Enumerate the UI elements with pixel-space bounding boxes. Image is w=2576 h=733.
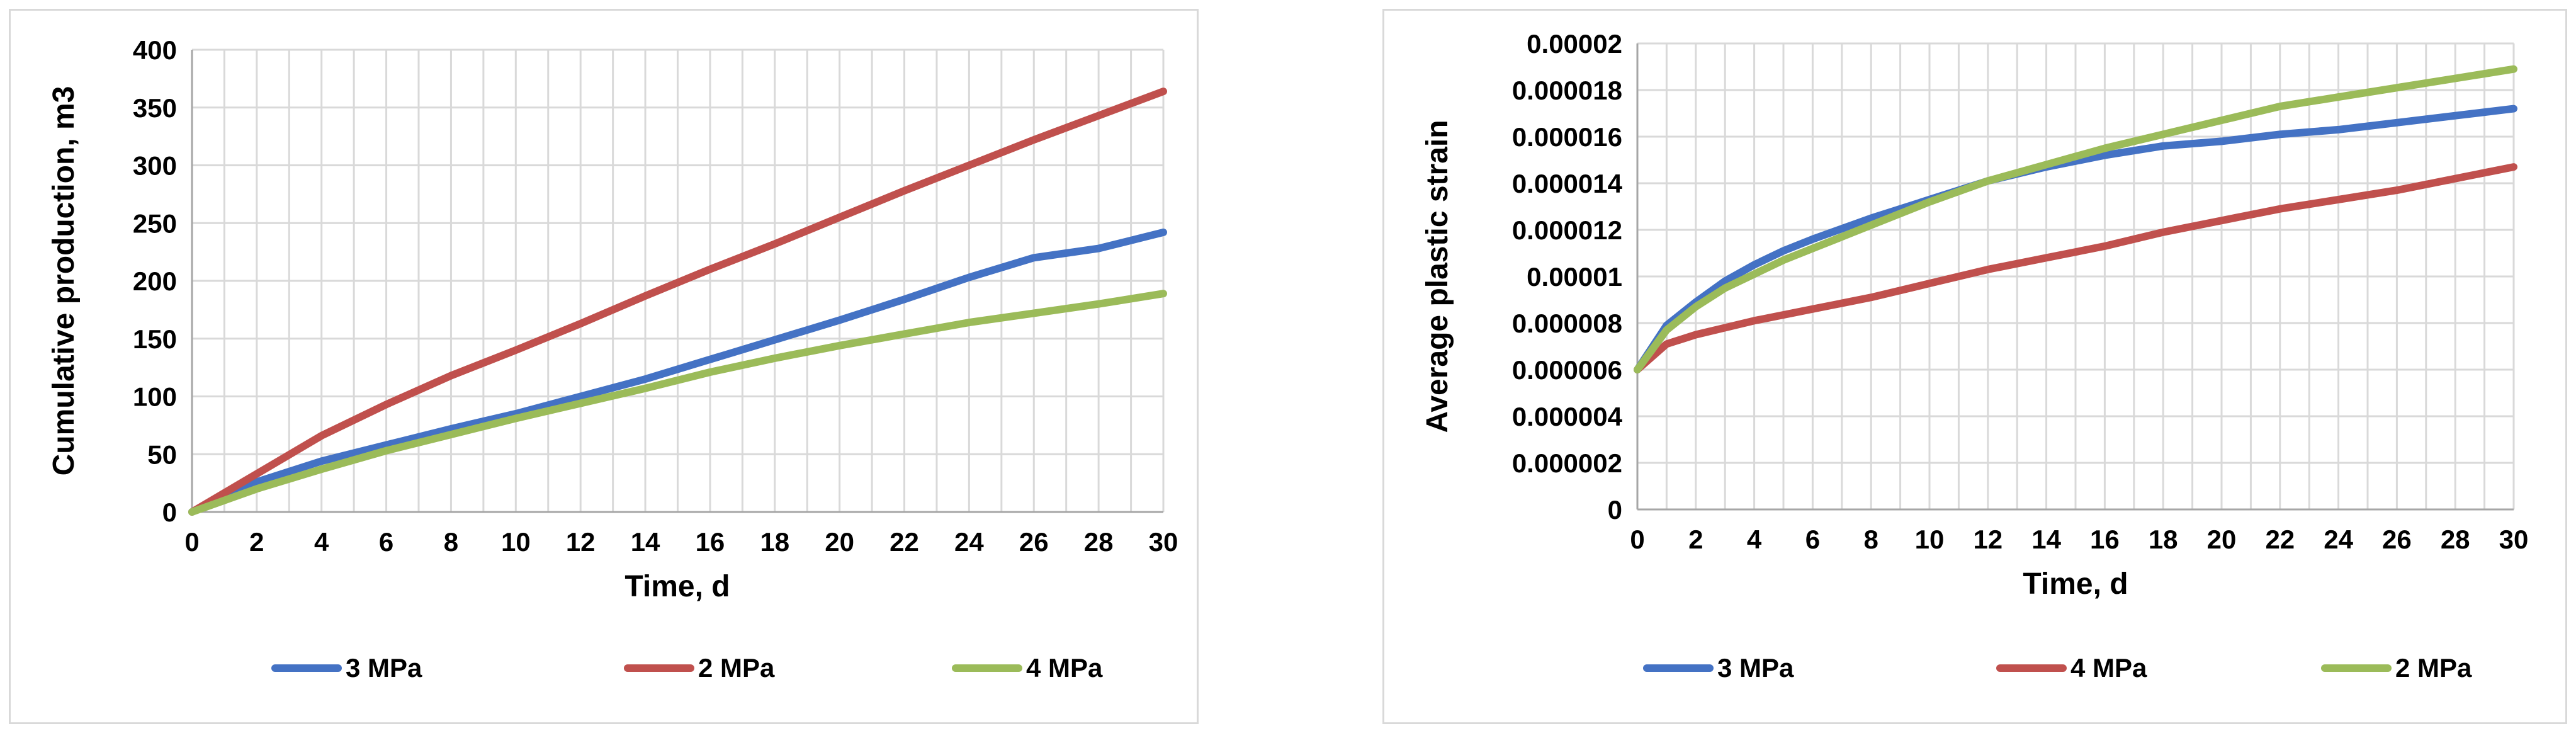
legend-label: 3 MPa xyxy=(1717,653,1794,683)
x-tick-label: 24 xyxy=(2324,525,2353,554)
chart-panel-average-plastic-strain: 0 2 4 6 8 10 12 14 16 18 20 22 24 26 28 30 0 0.000002 0.00… xyxy=(1382,9,2567,724)
y-tick-label: 0.000006 xyxy=(1512,355,1622,385)
x-tick-label: 10 xyxy=(1915,525,1945,554)
x-tick-label: 20 xyxy=(825,527,854,557)
x-tick-label: 12 xyxy=(1973,525,2003,554)
x-tick-label: 14 xyxy=(631,527,660,557)
series-line-2-mpa xyxy=(1634,65,2517,373)
y-tick-label: 100 xyxy=(133,382,177,412)
y-axis-title: Average plastic strain xyxy=(1421,120,1454,433)
y-tick-label: 0 xyxy=(162,497,177,527)
legend-label: 2 MPa xyxy=(698,653,775,683)
y-tick-label: 0.000016 xyxy=(1512,122,1622,152)
series-line-3-mpa xyxy=(188,228,1167,516)
y-tick-label: 0 xyxy=(1608,495,1622,525)
x-tick-label: 28 xyxy=(1084,527,1114,557)
y-tick-label: 0.00002 xyxy=(1527,29,1622,59)
y-tick-label: 0.000002 xyxy=(1512,448,1622,478)
y-tick-label: 50 xyxy=(147,440,177,469)
x-tick-label: 2 xyxy=(249,527,264,557)
legend: 3 MPa 2 MPa 4 MPa xyxy=(271,653,1103,683)
x-tick-label: 0 xyxy=(1630,525,1644,554)
cumulative-production-chart: 0 2 4 6 8 10 12 14 16 18 20 22 24 26 28 300501001502002… xyxy=(47,35,1178,683)
legend-label: 3 MPa xyxy=(346,653,422,683)
y-tick-label: 200 xyxy=(133,266,177,296)
x-tick-label: 10 xyxy=(501,527,531,557)
y-tick-label: 0.000008 xyxy=(1512,309,1622,338)
y-tick-label: 250 xyxy=(133,208,177,238)
x-tick-label: 18 xyxy=(760,527,789,557)
y-tick-label: 350 xyxy=(133,93,177,123)
x-tick-label: 24 xyxy=(954,527,984,557)
legend-label: 4 MPa xyxy=(2070,653,2147,683)
y-tick-label: 0.000014 xyxy=(1512,169,1623,198)
y-tick-label: 0.00001 xyxy=(1527,262,1622,292)
series-line-4-mpa xyxy=(1634,163,2517,373)
x-tick-label: 8 xyxy=(444,527,458,557)
x-tick-label: 22 xyxy=(890,527,919,557)
legend: 3 MPa 4 MPa 2 MPa xyxy=(1643,653,2472,683)
y-tick-label: 0.000004 xyxy=(1512,402,1623,431)
x-tick-label: 26 xyxy=(1019,527,1049,557)
x-tick-label: 22 xyxy=(2265,525,2295,554)
x-tick-label: 2 xyxy=(1688,525,1703,554)
y-tick-label: 0.000018 xyxy=(1512,76,1622,105)
x-tick-label: 18 xyxy=(2149,525,2178,554)
x-tick-label: 30 xyxy=(1149,527,1178,557)
x-tick-label: 4 xyxy=(1747,525,1762,554)
x-tick-label: 14 xyxy=(2031,525,2061,554)
y-tick-label: 0.000012 xyxy=(1512,215,1622,245)
x-tick-label: 12 xyxy=(566,527,596,557)
y-axis-title: Cumulative production, m3 xyxy=(47,86,81,476)
legend-label: 2 MPa xyxy=(2395,653,2472,683)
x-tick-label: 28 xyxy=(2441,525,2470,554)
x-axis-title: Time, d xyxy=(624,570,730,603)
x-tick-label: 4 xyxy=(314,527,329,557)
x-tick-label: 30 xyxy=(2499,525,2529,554)
series-line-4-mpa xyxy=(188,290,1167,516)
series-line-2-mpa xyxy=(188,88,1167,516)
x-axis-title: Time, d xyxy=(2023,567,2128,601)
x-tick-label: 26 xyxy=(2382,525,2412,554)
x-tick-label: 6 xyxy=(379,527,393,557)
x-tick-label: 6 xyxy=(1805,525,1820,554)
chart-panel-cumulative-production: 0 2 4 6 8 10 12 14 16 18 20 22 24 26 28 30 0 50 100 150 200 2… xyxy=(9,9,1199,724)
y-tick-label: 300 xyxy=(133,151,177,181)
x-tick-label: 0 xyxy=(184,527,199,557)
x-tick-label: 8 xyxy=(1864,525,1878,554)
x-tick-label: 16 xyxy=(2090,525,2120,554)
y-tick-label: 150 xyxy=(133,324,177,354)
x-tick-label: 20 xyxy=(2207,525,2237,554)
y-tick-label: 400 xyxy=(133,35,177,65)
average-plastic-strain-chart: 0 2 4 6 8 10 12 14 16 18 20 22 24 26 28 3000.0000020.00… xyxy=(1421,29,2529,683)
legend-label: 4 MPa xyxy=(1026,653,1103,683)
x-tick-label: 16 xyxy=(696,527,725,557)
